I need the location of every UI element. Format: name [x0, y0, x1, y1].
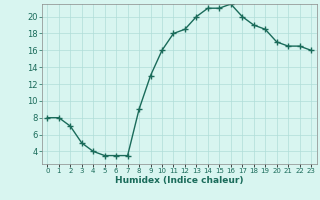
X-axis label: Humidex (Indice chaleur): Humidex (Indice chaleur) — [115, 176, 244, 185]
